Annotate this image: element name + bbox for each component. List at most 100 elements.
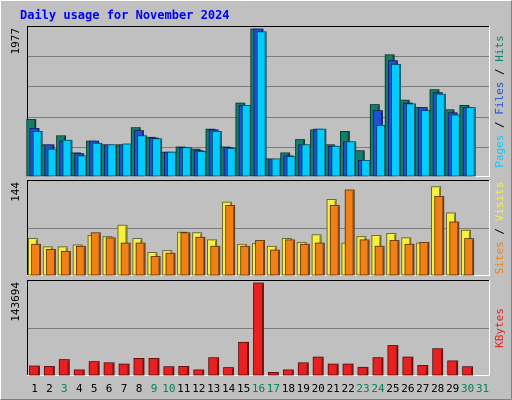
x-tick-label-day-26: 26 xyxy=(401,382,414,395)
bar-shade xyxy=(336,365,338,375)
bar-shade xyxy=(175,153,177,176)
bar-shade xyxy=(367,240,369,275)
panel-ymax-label: 143694 xyxy=(9,282,22,322)
bar-shade xyxy=(157,359,159,375)
bar-shade xyxy=(52,367,54,375)
bar-shade xyxy=(218,247,220,275)
bar-kbytes-day-29 xyxy=(447,360,459,376)
bar-shade xyxy=(411,358,413,375)
bar-shade xyxy=(187,367,189,375)
bar-sites-day-14 xyxy=(225,204,236,276)
bar-shade xyxy=(128,244,130,275)
x-tick-label-day-20: 20 xyxy=(312,382,325,395)
bar-sites-day-18 xyxy=(285,239,295,276)
bar-shade xyxy=(442,197,444,275)
bar-kbytes-day-17 xyxy=(267,371,279,376)
bar-shade xyxy=(68,252,70,275)
x-tick-label-day-15: 15 xyxy=(237,382,250,395)
x-tick-label-day-19: 19 xyxy=(297,382,310,395)
bar-kbytes-day-19 xyxy=(297,362,309,376)
bar-kbytes-day-23 xyxy=(357,366,369,376)
bar-kbytes-day-10 xyxy=(163,366,175,376)
bar-sites-day-25 xyxy=(389,240,400,276)
bar-sites-day-21 xyxy=(329,204,340,276)
bar-shade xyxy=(233,206,235,275)
x-tick-label-day-25: 25 xyxy=(386,382,399,395)
panel-series-label: KBytes xyxy=(493,308,506,348)
bar-sites-day-28 xyxy=(434,195,445,276)
bar-shade xyxy=(381,358,383,375)
x-tick-label-day-31: 31 xyxy=(476,382,489,395)
bar-shade xyxy=(145,136,147,176)
bar-shade xyxy=(203,238,205,275)
bar-shade xyxy=(40,132,42,176)
bar-kbytes-day-7 xyxy=(118,363,130,376)
bar-sites-day-24 xyxy=(374,245,385,276)
series-label-part: Sites xyxy=(493,241,506,274)
bar-shade xyxy=(263,241,265,275)
bar-sites-day-1 xyxy=(31,243,42,276)
series-label-part: Files xyxy=(493,82,506,115)
bar-shade xyxy=(366,368,368,375)
x-tick-label-day-13: 13 xyxy=(207,382,220,395)
bar-sites-day-29 xyxy=(449,221,460,276)
bar-shade xyxy=(67,360,69,375)
bar-shade xyxy=(324,130,326,176)
bar-shade xyxy=(130,145,132,176)
bar-kbytes-day-28 xyxy=(432,348,444,376)
bar-shade xyxy=(261,284,264,375)
bar-shade xyxy=(294,157,296,176)
bar-shade xyxy=(399,65,401,176)
bar-kbytes-day-1 xyxy=(29,365,40,376)
bar-shade xyxy=(98,233,100,275)
bar-shade xyxy=(458,116,460,176)
bar-shade xyxy=(428,111,431,176)
bar-shade xyxy=(232,368,234,375)
bar-shade xyxy=(189,148,192,176)
x-tick-label-day-24: 24 xyxy=(371,382,385,395)
bar-sites-day-5 xyxy=(90,232,101,276)
bar-kbytes-day-21 xyxy=(327,363,339,376)
bar-shade xyxy=(279,159,281,176)
x-tick-label-day-28: 28 xyxy=(431,382,444,395)
bar-sites-day-2 xyxy=(46,248,56,276)
bar-shade xyxy=(172,367,174,375)
bar-kbytes-day-20 xyxy=(312,356,324,376)
bar-kbytes-day-27 xyxy=(417,364,429,376)
bar-shade xyxy=(292,240,295,275)
bar-sites-day-6 xyxy=(105,237,116,276)
bar-sites-day-27 xyxy=(419,241,430,276)
bar-shade xyxy=(307,245,309,275)
bar-shade xyxy=(100,144,102,176)
bar-sites-day-26 xyxy=(404,243,415,276)
bar-shade xyxy=(202,370,204,375)
x-tick-label-day-5: 5 xyxy=(91,382,98,395)
bar-sites-day-12 xyxy=(195,236,206,276)
bar-shade xyxy=(369,161,371,176)
bar-shade xyxy=(382,247,384,275)
bar-shade xyxy=(219,132,221,176)
bar-sites-day-10 xyxy=(165,252,176,276)
bar-shade xyxy=(53,250,56,275)
bar-kbytes-day-9 xyxy=(148,357,160,376)
bar-sites-day-8 xyxy=(135,242,146,276)
panel-series-label: Sites / Visits xyxy=(493,182,506,275)
bar-kbytes-day-11 xyxy=(178,365,190,376)
bar-sites-day-9 xyxy=(150,256,161,276)
bar-shade xyxy=(173,254,175,275)
x-tick-label-day-6: 6 xyxy=(106,382,113,395)
x-tick-label-day-10: 10 xyxy=(162,382,175,395)
x-tick-label-day-23: 23 xyxy=(356,382,369,395)
bar-sites-day-17 xyxy=(270,249,280,276)
bar-shade xyxy=(321,358,323,375)
bar-sites-day-11 xyxy=(180,232,191,276)
series-label-part: / xyxy=(493,115,506,135)
bar-sites-day-4 xyxy=(76,245,86,276)
x-tick-label-day-4: 4 xyxy=(76,382,83,395)
bar-shade xyxy=(142,359,144,375)
bar-kbytes-day-4 xyxy=(73,369,85,376)
bar-sites-day-13 xyxy=(210,245,221,276)
x-tick-label-day-30: 30 xyxy=(461,382,474,395)
bar-shade xyxy=(337,206,339,275)
